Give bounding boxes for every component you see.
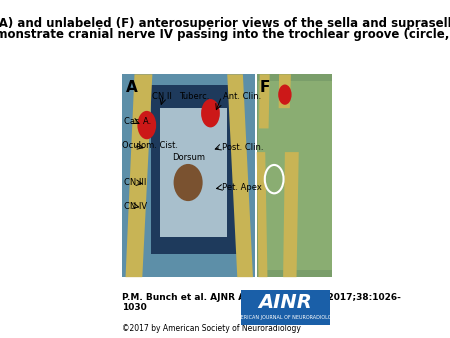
- Ellipse shape: [174, 164, 203, 201]
- Bar: [122, 74, 255, 277]
- Text: AINR: AINR: [258, 293, 312, 312]
- Bar: [258, 81, 332, 270]
- Text: Dorsum: Dorsum: [172, 153, 205, 162]
- Bar: [151, 84, 241, 254]
- Polygon shape: [227, 74, 253, 277]
- Text: CN IV: CN IV: [124, 202, 147, 211]
- Text: Tuberc.: Tuberc.: [179, 92, 210, 101]
- Text: F: F: [260, 80, 270, 95]
- Circle shape: [201, 99, 220, 127]
- Text: demonstrate cranial nerve IV passing into the trochlear groove (circle, F).: demonstrate cranial nerve IV passing int…: [0, 28, 450, 41]
- Text: Labeled (A) and unlabeled (F) anterosuperior views of the sella and suprasellar : Labeled (A) and unlabeled (F) anterosupe…: [0, 17, 450, 30]
- Polygon shape: [126, 74, 153, 277]
- Text: Ant. Clin.: Ant. Clin.: [223, 92, 261, 101]
- Text: A: A: [126, 80, 138, 95]
- Text: Oculom. Cist.: Oculom. Cist.: [122, 141, 178, 150]
- Text: CN II: CN II: [153, 92, 172, 101]
- Text: Car. A.: Car. A.: [124, 117, 151, 126]
- Text: Pet. Apex: Pet. Apex: [222, 183, 262, 192]
- Bar: [160, 108, 227, 237]
- Text: Post. Clin.: Post. Clin.: [222, 143, 264, 151]
- Text: AMERICAN JOURNAL OF NEURORADIOLOGY: AMERICAN JOURNAL OF NEURORADIOLOGY: [233, 315, 338, 320]
- Text: CN III: CN III: [124, 178, 146, 187]
- Polygon shape: [257, 152, 267, 277]
- Polygon shape: [279, 74, 291, 108]
- Polygon shape: [283, 152, 299, 277]
- Text: ©2017 by American Society of Neuroradiology: ©2017 by American Society of Neuroradiol…: [122, 324, 301, 333]
- Bar: [257, 74, 332, 277]
- FancyBboxPatch shape: [241, 290, 330, 325]
- Circle shape: [137, 111, 156, 139]
- Text: P.M. Bunch et al. AJNR Am J Neuroradiol 2017;38:1026-
1030: P.M. Bunch et al. AJNR Am J Neuroradiol …: [122, 293, 401, 312]
- Polygon shape: [259, 74, 270, 128]
- Circle shape: [278, 84, 292, 105]
